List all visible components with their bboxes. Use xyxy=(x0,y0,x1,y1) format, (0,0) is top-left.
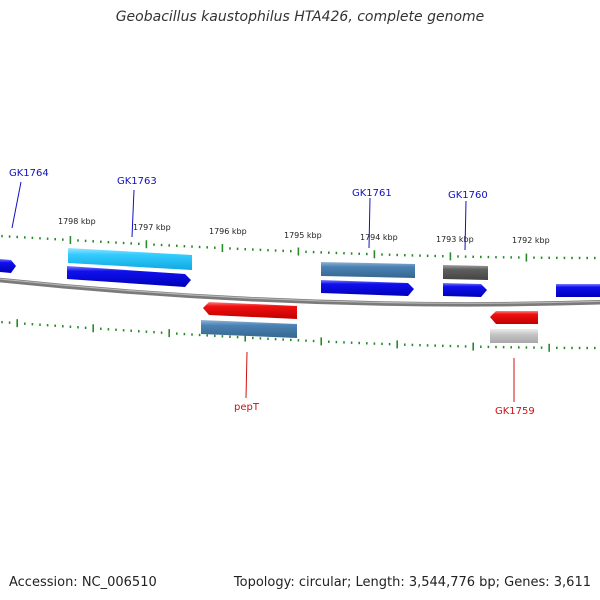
cds-arrow-gk1763[interactable] xyxy=(67,266,191,287)
genome-backbone xyxy=(0,277,600,307)
reverse-gene-labels: pepT GK1759 xyxy=(234,402,535,417)
kbp-scale: 1798 kbp 1797 kbp 1796 kbp 1795 kbp 1794… xyxy=(58,217,550,245)
forward-gene-labels: GK1764 GK1763 GK1761 GK1760 xyxy=(9,168,488,201)
reverse-leader-lines xyxy=(245,351,515,402)
kbp-label: 1793 kbp xyxy=(436,235,474,244)
gene-label-pept[interactable]: pepT xyxy=(234,402,260,413)
cds-arrow-pept[interactable] xyxy=(203,302,297,319)
cds-arrow-gk1761[interactable] xyxy=(321,280,414,296)
feature-gray-bar[interactable] xyxy=(443,265,488,280)
gene-label-gk1763[interactable]: GK1763 xyxy=(117,176,157,187)
gene-label-gk1761[interactable]: GK1761 xyxy=(352,188,392,199)
gene-label-gk1764[interactable]: GK1764 xyxy=(9,168,49,179)
leader-line xyxy=(131,189,135,238)
kbp-label: 1792 kbp xyxy=(512,236,550,245)
topology-text: Topology: circular; Length: 3,544,776 bp… xyxy=(233,575,591,590)
outer-tick-ring xyxy=(1,234,596,262)
reverse-cds-track xyxy=(203,302,538,324)
cds-arrow-gk1760[interactable] xyxy=(443,283,487,297)
leader-line xyxy=(464,200,467,251)
kbp-label: 1795 kbp xyxy=(284,231,322,240)
gene-label-gk1759[interactable]: GK1759 xyxy=(495,406,535,417)
kbp-label: 1796 kbp xyxy=(209,227,247,236)
cds-arrow-gk1764[interactable] xyxy=(0,259,16,273)
leader-line xyxy=(245,351,248,399)
inner-tick-ring xyxy=(1,319,596,352)
feature-steel-bar[interactable] xyxy=(321,262,415,278)
kbp-label: 1797 kbp xyxy=(133,223,171,232)
gene-label-gk1760[interactable]: GK1760 xyxy=(448,190,488,201)
kbp-label: 1798 kbp xyxy=(58,217,96,226)
feature-lightgray-bar[interactable] xyxy=(490,329,538,343)
kbp-label: 1794 kbp xyxy=(360,233,398,242)
cds-arrow-gk1759[interactable] xyxy=(490,311,538,324)
reverse-feature-track xyxy=(201,320,538,343)
map-title: Geobacillus kaustophilus HTA426, complet… xyxy=(115,9,485,25)
feature-steel-bar[interactable] xyxy=(201,320,297,338)
leader-line xyxy=(11,181,22,229)
forward-feature-track xyxy=(68,248,488,280)
cds-arrow-edge[interactable] xyxy=(556,284,600,297)
leader-line xyxy=(368,197,371,249)
forward-cds-track xyxy=(0,259,600,297)
accession-text: Accession: NC_006510 xyxy=(9,575,157,590)
feature-cyan-bar[interactable] xyxy=(68,248,192,270)
forward-leader-lines xyxy=(11,181,467,251)
